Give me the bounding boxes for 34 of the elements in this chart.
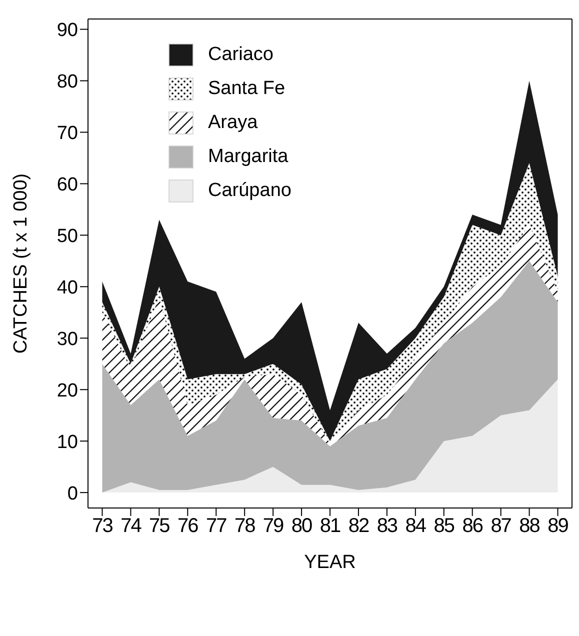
legend-label: Cariaco [208, 44, 274, 66]
x-tick-label: 78 [234, 515, 256, 538]
x-tick-label: 84 [405, 515, 426, 538]
x-tick-label: 85 [434, 515, 455, 538]
y-tick-label: 30 [56, 328, 78, 350]
y-tick-label: 90 [56, 20, 78, 42]
y-tick-label: 10 [56, 432, 78, 453]
x-tick-label: 81 [320, 515, 341, 538]
x-tick-label: 73 [92, 515, 114, 538]
y-tick-label: 50 [56, 226, 78, 247]
y-tick-label: 60 [56, 174, 78, 196]
x-tick-label: 82 [348, 515, 370, 538]
legend-label: Carúpano [208, 180, 292, 202]
x-tick-label: 75 [149, 515, 170, 538]
x-tick-label: 77 [206, 515, 228, 538]
y-tick-label: 0 [67, 483, 78, 504]
x-tick-label: 87 [490, 515, 512, 538]
x-tick-label: 80 [291, 515, 313, 538]
legend-label: Araya [208, 112, 258, 134]
y-tick-label: 80 [56, 72, 78, 93]
x-tick-label: 86 [462, 515, 484, 538]
x-tick-label: 88 [519, 515, 540, 538]
y-axis-title: CATCHES (t x 1 000) [10, 173, 32, 354]
x-tick-label: 74 [120, 515, 142, 538]
x-tick-label: 76 [178, 515, 199, 538]
legend-label: Santa Fe [208, 78, 286, 100]
y-tick-label: 70 [56, 122, 78, 144]
x-axis-title: YEAR [304, 552, 356, 573]
x-tick-label: 83 [376, 515, 398, 538]
x-tick-label: 79 [262, 515, 284, 538]
legend-label: Margarita [208, 146, 288, 168]
y-tick-label: 40 [56, 277, 78, 298]
y-tick-label: 20 [56, 380, 78, 402]
x-tick-label: 89 [548, 515, 569, 538]
